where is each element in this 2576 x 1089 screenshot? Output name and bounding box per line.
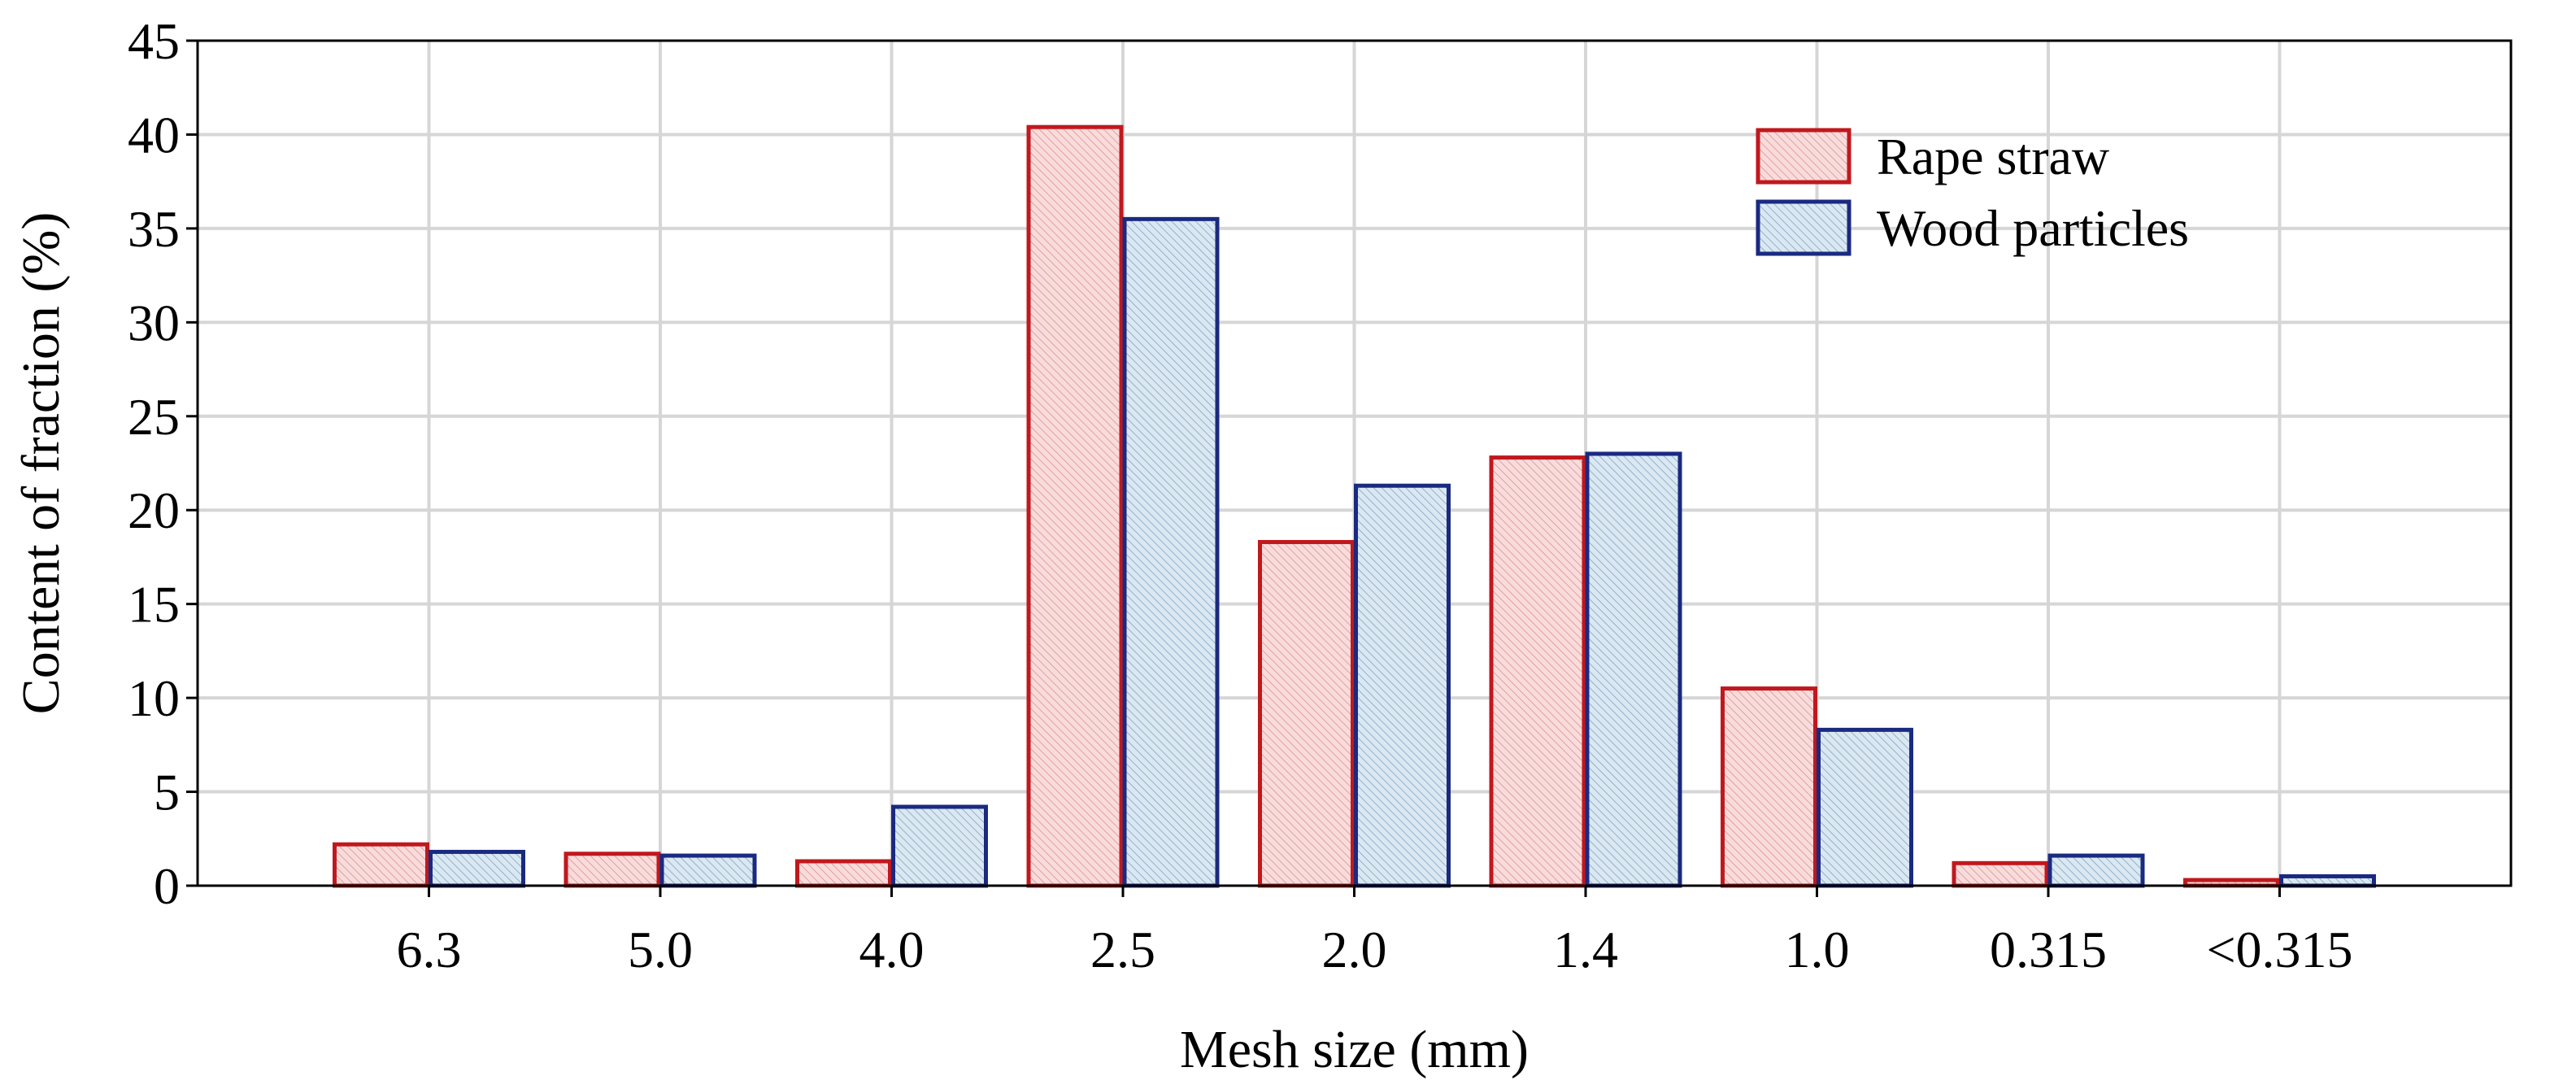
y-tick-label-20: 20 [128,481,180,539]
legend-swatch-wood-particles [1756,199,1852,256]
bar-wood-particles-6-3 [429,849,525,888]
x-tick-label-6-3: 6.3 [397,921,462,978]
bar-rape-straw-0-315 [1952,860,2049,888]
bar-wood-particles-4-0 [891,804,988,888]
y-tick-label-0: 0 [154,857,180,915]
legend: Rape straw Wood particles [1756,128,2189,257]
x-tick-label-0-315: 0.315 [1990,921,2107,978]
bar-wood-particles-0-315 [2279,873,2376,888]
bar-wood-particles-0-315 [2047,853,2145,888]
y-tick-label-15: 15 [128,576,180,634]
y-tick-label-45: 45 [128,12,180,70]
y-tick-label-40: 40 [128,106,180,163]
x-axis-title: Mesh size (mm) [1180,1020,1529,1079]
x-tick-label-4-0: 4.0 [859,921,925,978]
bar-rape-straw-2-5 [1026,124,1124,888]
y-tick-label-5: 5 [154,764,180,821]
bar-rape-straw-4-0 [795,859,892,888]
y-tick-label-30: 30 [128,294,180,351]
x-tick-label-5-0: 5.0 [628,921,693,978]
legend-label-rape-straw: Rape straw [1877,128,2109,185]
bar-rape-straw-1-4 [1489,455,1586,888]
bar-rape-straw-5-0 [564,852,661,888]
legend-swatch-rape-straw [1756,128,1852,185]
bar-wood-particles-5-0 [659,853,757,888]
y-tick-label-35: 35 [128,200,180,258]
x-tick-label-2-0: 2.0 [1322,921,1387,978]
y-axis-title: Content of fraction (%) [11,212,71,715]
ticks-layer: 0 5 10 15 20 25 30 35 40 45 6.3 5.0 4.0 2.5 2.0 1.4 1.0 0… [128,12,2353,978]
bar-wood-particles-2-0 [1354,483,1451,888]
bars-layer [333,124,2376,888]
x-tick-label-2-5: 2.5 [1090,921,1155,978]
y-tick-label-10: 10 [128,669,180,727]
bar-wood-particles-1-0 [1817,727,1913,888]
bar-wood-particles-1-4 [1585,451,1682,888]
bar-rape-straw-1-0 [1721,686,1817,888]
x-tick-label-1-0: 1.0 [1785,921,1850,978]
x-tick-label-1-4: 1.4 [1553,921,1618,978]
y-tick-label-25: 25 [128,388,180,446]
bar-rape-straw-6-3 [333,842,429,888]
bar-rape-straw-2-0 [1258,539,1355,888]
bar-wood-particles-2-5 [1122,216,1220,888]
legend-label-wood-particles: Wood particles [1877,199,2189,257]
x-tick-label-0-315: <0.315 [2206,921,2352,978]
